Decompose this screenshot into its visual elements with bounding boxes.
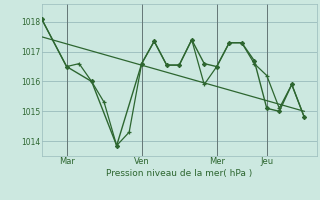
X-axis label: Pression niveau de la mer( hPa ): Pression niveau de la mer( hPa ) [106,169,252,178]
